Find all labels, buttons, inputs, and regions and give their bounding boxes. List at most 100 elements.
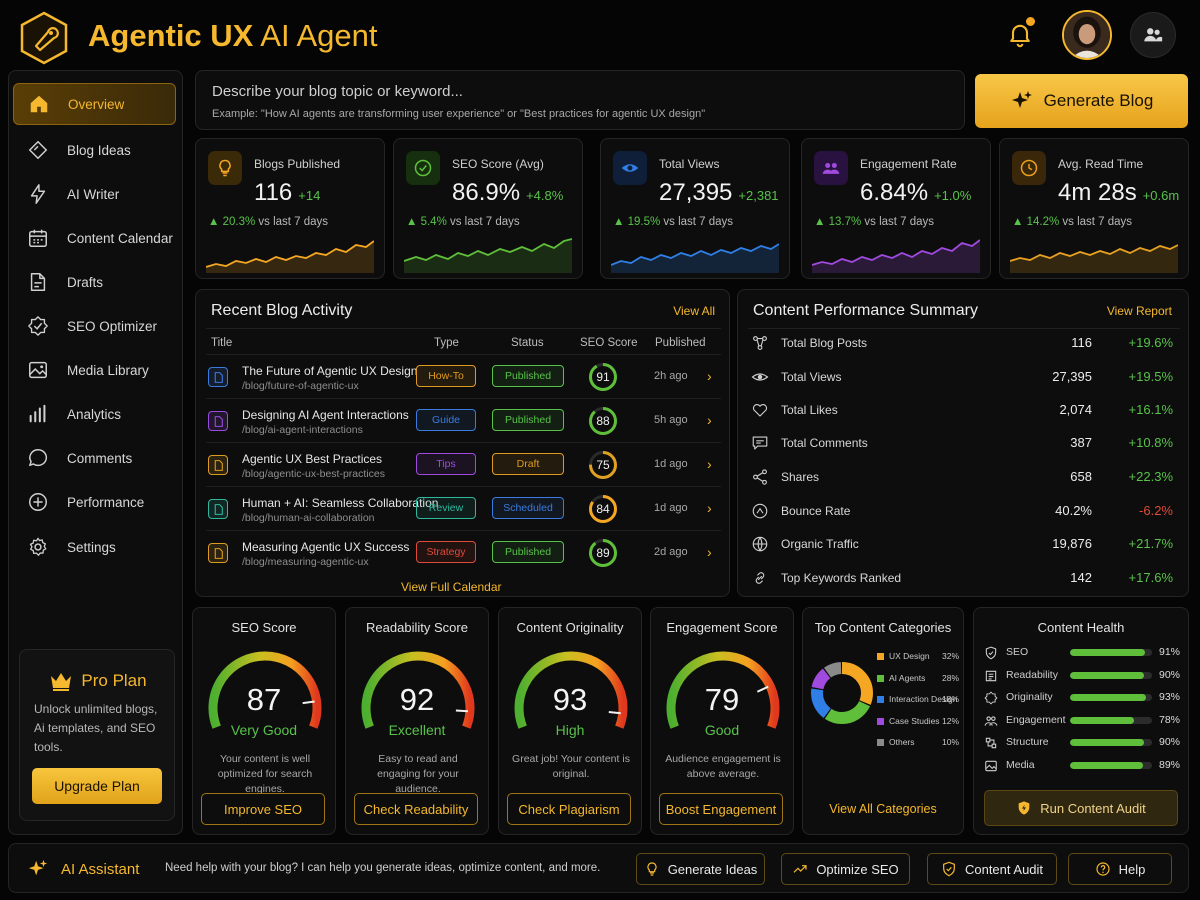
kpi-avg-read-time[interactable]: Avg. Read Time 4m 28s +0.6m ▲ 14.2% vs la…	[999, 138, 1189, 279]
status-tag: Published	[492, 365, 564, 387]
category-legend-item: Interaction Design 18%	[877, 694, 961, 710]
gauge-action-button[interactable]: Improve SEO	[201, 793, 325, 825]
sidebar-item-analytics[interactable]: Analytics	[13, 393, 176, 435]
upgrade-plan-button[interactable]: Upgrade Plan	[32, 768, 162, 804]
kpi-value: 27,395 +2,381	[659, 179, 779, 207]
gauge-needle	[608, 710, 621, 715]
calendar-icon	[29, 229, 47, 247]
category-pct: 32%	[941, 651, 959, 661]
trend-up-icon	[793, 865, 807, 873]
sidebar-item-seo-optimizer[interactable]: SEO Optimizer	[13, 305, 176, 347]
gauge-action-button[interactable]: Boost Engagement	[659, 793, 783, 825]
activity-row[interactable]: Measuring Agentic UX Success/blog/measur…	[196, 536, 731, 580]
chevron-right-icon[interactable]: ›	[707, 368, 712, 384]
category-name: UX Design	[889, 651, 930, 661]
chat-icon	[29, 449, 48, 467]
sidebar-item-label: Media Library	[67, 362, 149, 378]
kpi-sparkline	[206, 240, 374, 273]
health-label: Media	[1006, 758, 1035, 771]
sidebar-item-content-calendar[interactable]: Content Calendar	[13, 217, 176, 259]
avatar[interactable]	[1062, 10, 1112, 60]
users-button[interactable]	[1130, 12, 1176, 58]
kpi-label: Engagement Rate	[860, 157, 957, 171]
gauge-description: Easy to read and engaging for your audie…	[377, 753, 459, 795]
published-time: 1d ago	[654, 502, 688, 514]
activity-row[interactable]: Human + AI: Seamless Collaboration/blog/…	[196, 492, 731, 536]
generate-ideas-button[interactable]: Generate Ideas	[636, 853, 765, 885]
chevron-right-icon[interactable]: ›	[707, 456, 712, 472]
view-all-categories-link[interactable]: View All Categories	[829, 802, 937, 816]
performance-label: Total Views	[781, 370, 842, 384]
blog-title[interactable]: Measuring Agentic UX Success	[242, 540, 410, 554]
gauge-rating: Very Good	[230, 722, 298, 738]
activity-row[interactable]: Designing AI Agent Interactions/blog/ai-…	[196, 404, 731, 448]
sidebar-item-settings[interactable]: Settings	[13, 526, 176, 568]
blog-topic-input[interactable]: Describe your blog topic or keyword... E…	[195, 70, 965, 130]
sidebar-item-overview[interactable]: Overview	[13, 83, 176, 125]
generate-blog-label: Generate Blog	[1043, 91, 1154, 110]
gauge-arc	[666, 651, 780, 729]
blog-title[interactable]: Designing AI Agent Interactions	[242, 408, 409, 422]
legend-swatch	[877, 674, 884, 682]
chevron-right-icon[interactable]: ›	[707, 544, 712, 560]
performance-title: Content Performance Summary	[753, 302, 978, 319]
view-all-link[interactable]: View All	[673, 304, 715, 318]
blog-title[interactable]: The Future of Agentic UX Design	[242, 364, 418, 378]
home-icon	[30, 95, 48, 113]
app-title: Agentic UX AI Agent	[88, 18, 378, 53]
gauge-value: 87	[246, 682, 282, 717]
sidebar-item-label: Settings	[67, 539, 116, 555]
blog-title[interactable]: Human + AI: Seamless Collaboration	[242, 496, 439, 510]
sidebar-item-blog-ideas[interactable]: Blog Ideas	[13, 129, 176, 171]
health-pct: 89%	[1158, 758, 1180, 771]
seo-score-arc	[589, 539, 617, 567]
performance-label: Bounce Rate	[781, 504, 851, 518]
chevron-right-icon[interactable]: ›	[707, 500, 712, 516]
type-tag-label: Strategy	[426, 546, 466, 558]
blog-slug: /blog/measuring-agentic-ux	[242, 556, 369, 568]
kpi-seo-score[interactable]: SEO Score (Avg) 86.9% +4.8% ▲ 5.4% vs las…	[393, 138, 583, 279]
sidebar-item-ai-writer[interactable]: AI Writer	[13, 173, 176, 215]
kpi-total-views[interactable]: Total Views 27,395 +2,381 ▲ 19.5% vs last…	[600, 138, 790, 279]
activity-row[interactable]: The Future of Agentic UX Design/blog/fut…	[196, 360, 731, 404]
shield-check-icon	[985, 646, 997, 660]
view-report-link[interactable]: View Report	[1106, 304, 1172, 318]
categories-donut-chart	[811, 662, 873, 724]
performance-value: 116	[1071, 335, 1092, 350]
performance-change: +16.1%	[1128, 402, 1173, 417]
kpi-blogs-published[interactable]: Blogs Published 116 +14 ▲ 20.3% vs last 7…	[195, 138, 385, 279]
bell-icon[interactable]	[1006, 20, 1034, 48]
type-tag: Review	[416, 497, 476, 519]
view-full-calendar-link[interactable]: View Full Calendar	[401, 580, 502, 594]
performance-value: 19,876	[1052, 536, 1092, 551]
sidebar-item-performance[interactable]: Performance	[13, 481, 176, 523]
seo-score-value: 84	[596, 502, 610, 516]
performance-row: Organic Traffic 19,876 +21.7%	[738, 528, 1190, 561]
recent-blog-activity: Recent Blog Activity View All Title Type…	[195, 289, 730, 597]
activity-row[interactable]: Agentic UX Best Practices/blog/agentic-u…	[196, 448, 731, 492]
performance-row: Total Comments 387 +10.8%	[738, 427, 1190, 460]
sidebar-item-drafts[interactable]: Drafts	[13, 261, 176, 303]
sidebar-item-comments[interactable]: Comments	[13, 437, 176, 479]
content-audit-button[interactable]: Content Audit	[927, 853, 1057, 885]
sidebar-item-label: Overview	[68, 96, 125, 112]
gauge-action-button[interactable]: Check Plagiarism	[507, 793, 631, 825]
chevron-right-icon[interactable]: ›	[707, 412, 712, 428]
sidebar-item-media-library[interactable]: Media Library	[13, 349, 176, 391]
sidebar-item-label: Analytics	[67, 406, 122, 422]
generate-blog-button[interactable]: Generate Blog	[975, 74, 1188, 128]
performance-value: 27,395	[1052, 369, 1092, 384]
help-button[interactable]: Help	[1068, 853, 1172, 885]
sidebar-item-label: Content Calendar	[67, 230, 173, 246]
readability-icon	[985, 670, 997, 681]
donut-slice	[811, 662, 873, 724]
run-content-audit-button[interactable]: Run Content Audit	[984, 790, 1178, 826]
kpi-engagement-rate[interactable]: Engagement Rate 6.84% +1.0% ▲ 13.7% vs la…	[801, 138, 991, 279]
pro-plan-title-text: Pro Plan	[81, 671, 147, 690]
file-icon	[208, 367, 228, 387]
gauge-title: Content Originality	[516, 620, 624, 635]
optimize-seo-button[interactable]: Optimize SEO	[781, 853, 910, 885]
health-bar-fill	[1070, 694, 1147, 701]
blog-title[interactable]: Agentic UX Best Practices	[242, 452, 383, 466]
gauge-action-button[interactable]: Check Readability	[354, 793, 478, 825]
